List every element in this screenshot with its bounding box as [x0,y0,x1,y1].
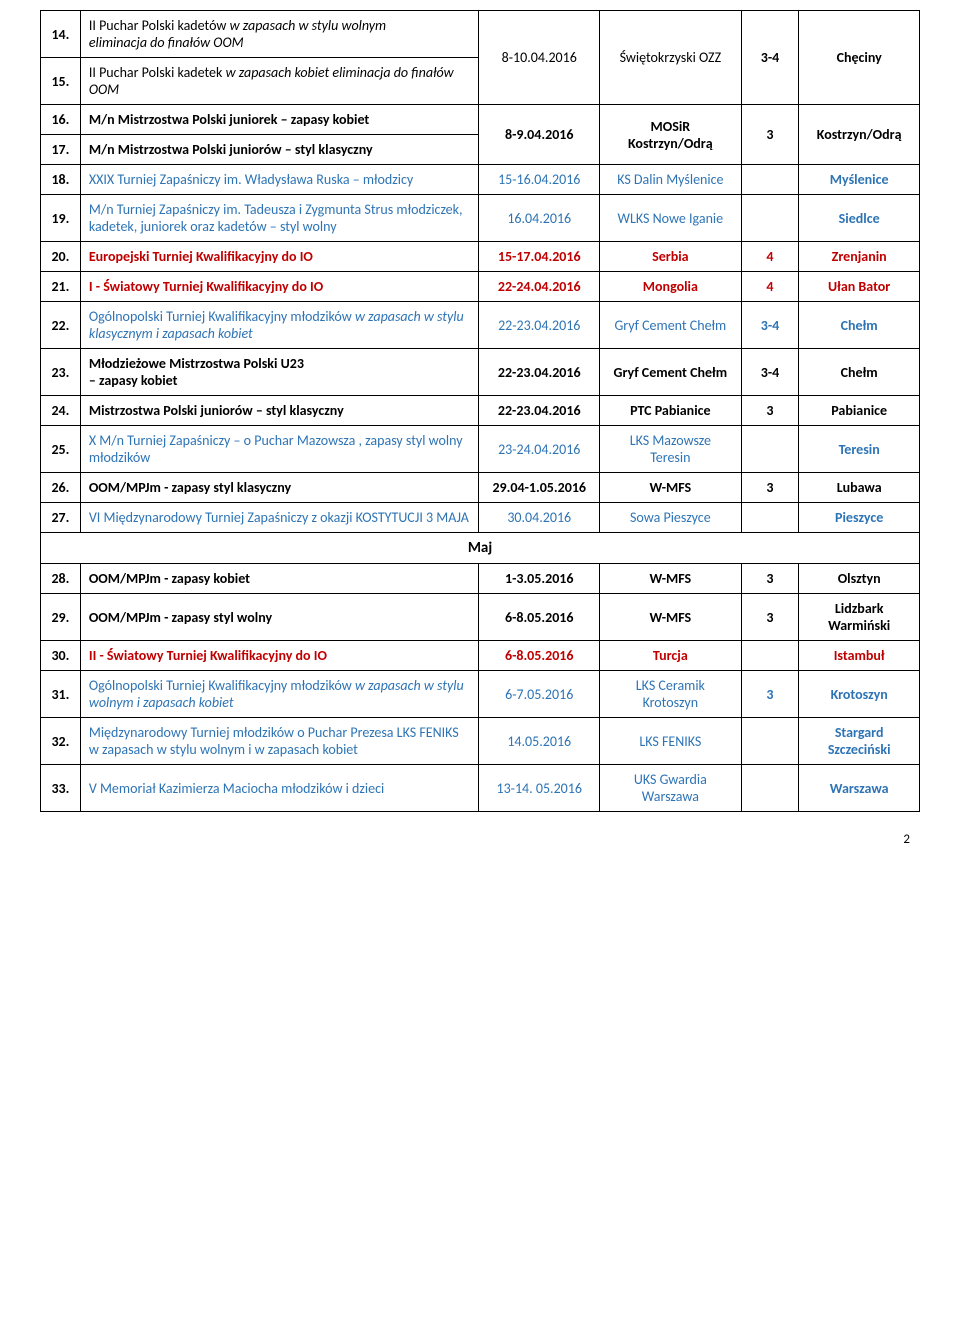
month-header: Maj [41,533,920,564]
schedule-table: 14.II Puchar Polski kadetów w zapasach w… [40,10,920,812]
page-number: 2 [40,832,920,847]
